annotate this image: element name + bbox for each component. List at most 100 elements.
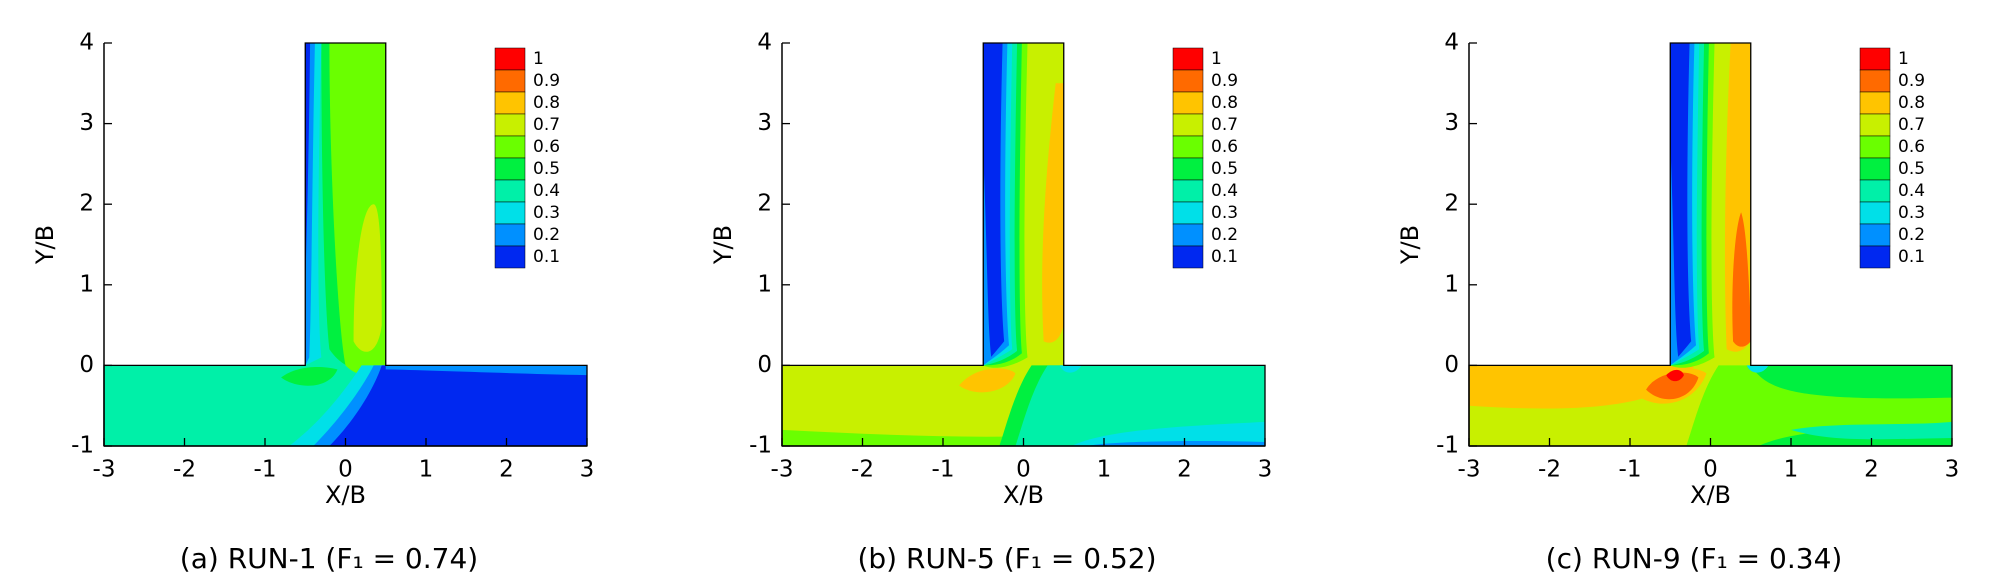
- y-tick-label: 0: [79, 352, 94, 378]
- contour-region: [353, 204, 382, 352]
- legend-swatch: [1172, 223, 1204, 247]
- x-tick-label: -3: [93, 457, 116, 483]
- legend-swatch: [1859, 91, 1891, 115]
- contour-region: [1670, 43, 1692, 366]
- legend-label: 0.6: [1211, 137, 1238, 157]
- y-tick-label: 0: [1444, 352, 1459, 378]
- legend-swatch: [1859, 223, 1891, 247]
- legend-label: 0.5: [533, 159, 560, 179]
- contour-region: [1750, 365, 1952, 446]
- contour-region: [983, 43, 1005, 366]
- legend-swatch: [1859, 135, 1891, 159]
- x-tick-label: 3: [580, 457, 595, 483]
- contour-region: [329, 365, 587, 446]
- contour-region: [1071, 421, 1265, 446]
- y-tick-label: 4: [757, 30, 772, 56]
- x-tick-label: 3: [1258, 457, 1273, 483]
- y-tick-label: 3: [757, 110, 772, 136]
- contour-region: [1670, 139, 1679, 366]
- legend-label: 0.2: [1211, 225, 1238, 245]
- y-tick-label: 2: [1444, 191, 1459, 217]
- legend-label: 0.7: [1211, 115, 1238, 135]
- legend-swatch: [494, 223, 526, 247]
- legend-label: 1: [1211, 49, 1222, 69]
- legend-swatch: [494, 157, 526, 181]
- y-tick-label: 4: [1444, 30, 1459, 56]
- legend-swatch: [1172, 201, 1204, 225]
- x-tick-label: 1: [1784, 457, 1799, 483]
- legend-label: 0.9: [533, 71, 560, 91]
- legend-swatch: [494, 201, 526, 225]
- legend-label: 0.2: [1898, 225, 1925, 245]
- contour-region: [782, 429, 1024, 446]
- y-tick-label: 1: [79, 271, 94, 297]
- legend-swatch: [1859, 69, 1891, 93]
- legend-label: 0.9: [1898, 71, 1925, 91]
- legend-swatch: [1859, 113, 1891, 137]
- legend-swatch: [1172, 47, 1204, 71]
- x-tick-label: 1: [1097, 457, 1112, 483]
- x-axis-label: X/B: [325, 481, 366, 509]
- caption: (c) RUN-9 (F₁ = 0.34): [1546, 542, 1843, 575]
- legend-swatch: [494, 47, 526, 71]
- y-axis-label: Y/B: [709, 225, 737, 265]
- y-tick-label: 1: [757, 271, 772, 297]
- legend-label: 0.3: [1211, 203, 1238, 223]
- legend-label: 0.8: [1211, 93, 1238, 113]
- x-tick-label: -2: [851, 457, 874, 483]
- caption: (a) RUN-1 (F₁ = 0.74): [180, 542, 478, 575]
- contour-region: [1042, 83, 1064, 343]
- legend-label: 0.6: [533, 137, 560, 157]
- legend-swatch: [1172, 245, 1204, 269]
- y-tick-label: 4: [79, 30, 94, 56]
- contour-region: [1646, 372, 1699, 400]
- legend-swatch: [494, 113, 526, 137]
- domain-outline: [104, 43, 587, 446]
- legend-swatch: [1859, 47, 1891, 71]
- legend-label: 0.4: [533, 181, 560, 201]
- contour-region: [385, 365, 587, 376]
- legend-swatch: [494, 69, 526, 93]
- x-tick-label: 1: [419, 457, 434, 483]
- legend-swatch: [494, 91, 526, 115]
- legend-swatch: [1172, 91, 1204, 115]
- contour-region: [1469, 365, 1695, 409]
- legend-swatch: [494, 135, 526, 159]
- x-axis-label: X/B: [1003, 481, 1044, 509]
- y-tick-label: 3: [79, 110, 94, 136]
- legend-label: 0.3: [1898, 203, 1925, 223]
- legend-swatch: [1172, 179, 1204, 203]
- legend-swatch: [1172, 157, 1204, 181]
- x-tick-label: -3: [1458, 457, 1481, 483]
- legend-swatch: [494, 245, 526, 269]
- legend-label: 0.2: [533, 225, 560, 245]
- contour-region: [1666, 369, 1684, 382]
- legend-label: 0.4: [1898, 181, 1925, 201]
- legend-label: 1: [1898, 49, 1909, 69]
- legend-label: 1: [533, 49, 544, 69]
- y-tick-label: 2: [79, 191, 94, 217]
- x-tick-label: -2: [173, 457, 196, 483]
- legend-label: 0.1: [1898, 247, 1925, 267]
- x-tick-label: 2: [1864, 457, 1879, 483]
- legend-label: 0.8: [1898, 93, 1925, 113]
- x-tick-label: -1: [254, 457, 277, 483]
- x-tick-label: 2: [1177, 457, 1192, 483]
- legend-label: 0.1: [533, 247, 560, 267]
- contour-region: [305, 43, 311, 285]
- legend-swatch: [494, 179, 526, 203]
- legend-label: 0.8: [533, 93, 560, 113]
- y-tick-label: -1: [1436, 433, 1459, 459]
- legend-label: 0.6: [1898, 137, 1925, 157]
- caption: (b) RUN-5 (F₁ = 0.52): [857, 542, 1156, 575]
- contour-region: [281, 367, 338, 386]
- contour-region: [1791, 421, 1952, 440]
- legend-swatch: [1172, 69, 1204, 93]
- legend-label: 0.5: [1211, 159, 1238, 179]
- legend-label: 0.3: [533, 203, 560, 223]
- contour-region: [1087, 441, 1265, 446]
- x-axis-label: X/B: [1690, 481, 1731, 509]
- y-axis-label: Y/B: [1396, 225, 1424, 265]
- x-tick-label: 3: [1945, 457, 1960, 483]
